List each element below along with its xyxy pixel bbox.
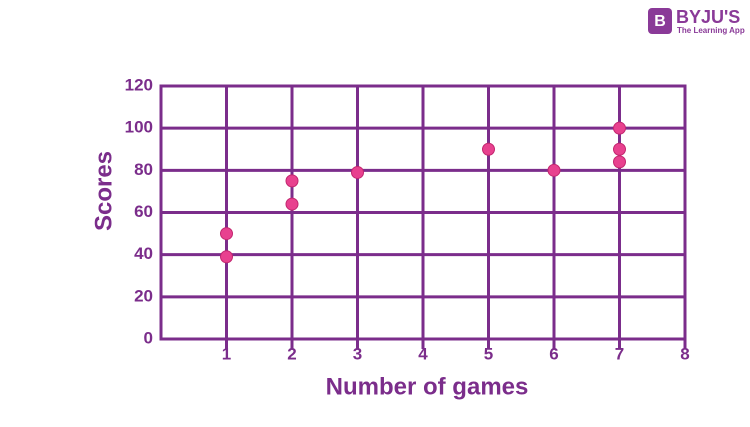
logo-tagline: The Learning App [677, 26, 745, 35]
y-tick-label: 100 [125, 118, 153, 137]
point [351, 165, 364, 179]
x-tick-label: 6 [549, 344, 558, 363]
point [285, 174, 299, 188]
y-tick-label: 80 [134, 160, 153, 179]
y-tick-label: 0 [144, 328, 153, 347]
point [285, 197, 299, 211]
logo: B BYJU'S The Learning App [648, 7, 745, 35]
point [220, 227, 233, 241]
logo-name: BYJU'S [676, 7, 740, 27]
x-axis-title: Number of games [326, 373, 529, 400]
y-tick-label: 40 [134, 244, 153, 263]
point [613, 121, 626, 135]
y-axis-title: Scores [90, 151, 117, 231]
point [613, 155, 626, 169]
point [547, 163, 561, 177]
x-tick-label: 4 [418, 344, 428, 363]
point [482, 142, 495, 156]
x-tick-label: 5 [484, 344, 493, 363]
x-tick-label: 7 [615, 344, 624, 363]
y-tick-label: 120 [125, 75, 153, 94]
x-tick-label: 2 [287, 344, 296, 363]
x-tick-label: 1 [222, 344, 231, 363]
x-tick-label: 8 [680, 344, 689, 363]
y-tick-label: 20 [134, 286, 153, 305]
y-tick-label: 60 [134, 202, 153, 221]
logo-badge [648, 8, 672, 34]
x-tick-label: 3 [353, 344, 362, 363]
logo-mark: B [654, 13, 666, 30]
point [613, 142, 626, 156]
point [220, 250, 233, 264]
